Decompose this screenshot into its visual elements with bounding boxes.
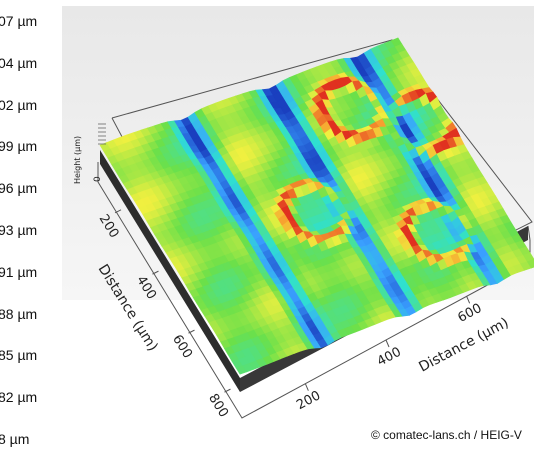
slab-left-wall [100, 150, 240, 392]
color-scale-label: 8 µm [0, 431, 30, 447]
color-scale-label: 96 µm [0, 180, 38, 197]
color-scale-label: 82 µm [0, 389, 38, 406]
x-tick-mark [304, 383, 309, 391]
color-scale-label: 07 µm [0, 13, 38, 29]
z-tick-label: 0 [93, 176, 103, 182]
bounding-box-edge [527, 225, 531, 241]
color-scale-label: 93 µm [0, 222, 38, 238]
color-scale-label: 02 µm [0, 96, 38, 113]
y-tick-mark [188, 329, 195, 334]
surface-cell [526, 259, 534, 269]
color-scale-label: 88 µm [0, 305, 38, 322]
copyright-credit: © comatec-lans.ch / HEIG-V [371, 428, 522, 442]
color-scale-labels: 07 µm 04 µm 02 µm 99 µm 96 µm 93 µm 91 µm 88 µm… [0, 0, 62, 462]
color-scale-label: 85 µm [0, 347, 38, 364]
y-tick-mark [152, 270, 159, 275]
x-tick-mark [385, 339, 390, 348]
color-scale-label: 99 µm [0, 138, 38, 155]
color-scale-label: 04 µm [0, 54, 38, 71]
y-tick-mark [224, 388, 231, 393]
x-tick-label: 600 [455, 301, 484, 326]
x-tick-label: 400 [375, 345, 404, 370]
y-tick-label: 600 [169, 332, 195, 361]
y-tick-mark [114, 209, 122, 214]
y-tick-label: 800 [205, 391, 231, 420]
z-axis-label: Height (µm) [73, 136, 82, 184]
color-scale-label: 91 µm [0, 263, 38, 280]
x-tick-mark [466, 296, 471, 304]
surface-cell [522, 252, 534, 262]
x-tick-label: 200 [294, 388, 323, 413]
